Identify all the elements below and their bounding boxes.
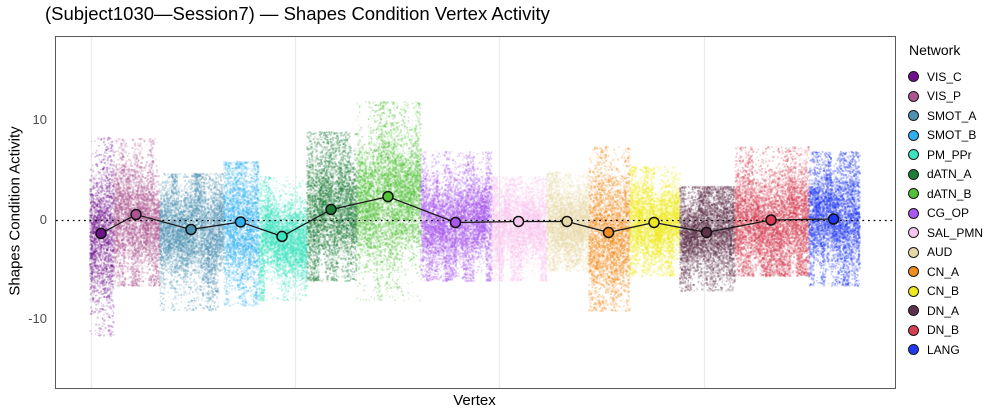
y-tick-label: 10 xyxy=(32,112,47,127)
legend-item-cn_a: CN_A xyxy=(908,262,983,282)
legend-item-lang: LANG xyxy=(908,340,983,360)
legend-item-sal_pmn: SAL_PMN xyxy=(908,223,983,243)
legend-label: SAL_PMN xyxy=(927,225,984,240)
legend-item-pm_ppr: PM_PPr xyxy=(908,145,983,165)
legend-label: LANG xyxy=(927,342,960,357)
legend-label: DN_A xyxy=(927,303,960,318)
plot-panel xyxy=(55,36,896,389)
legend-label: CN_B xyxy=(927,284,960,299)
legend-color-dot xyxy=(908,149,919,161)
legend-color-dot xyxy=(908,110,919,122)
chart-title: (Subject1030—Session7) — Shapes Conditio… xyxy=(45,3,550,24)
legend-item-cn_b: CN_B xyxy=(908,282,983,302)
legend-color-dot xyxy=(908,227,919,239)
legend-item-dn_b: DN_B xyxy=(908,321,983,341)
legend-color-dot xyxy=(908,305,919,317)
legend-item-smot_a: SMOT_A xyxy=(908,106,983,126)
legend-label: SMOT_A xyxy=(927,108,977,123)
legend-color-dot xyxy=(908,71,919,83)
legend-color-dot xyxy=(908,188,919,200)
legend-item-datn_a: dATN_A xyxy=(908,165,983,185)
legend-label: PM_PPr xyxy=(927,147,972,162)
legend-item-cg_op: CG_OP xyxy=(908,204,983,224)
legend-label: dATN_A xyxy=(927,167,972,182)
legend-color-dot xyxy=(908,246,919,258)
legend-label: SMOT_B xyxy=(927,128,977,143)
legend-color-dot xyxy=(908,285,919,297)
y-tick-label: -10 xyxy=(28,311,47,326)
y-tick-label: 0 xyxy=(39,211,47,227)
x-axis-label: Vertex xyxy=(453,392,496,409)
legend-color-dot xyxy=(908,90,919,102)
legend-item-dn_a: DN_A xyxy=(908,301,983,321)
legend-item-smot_b: SMOT_B xyxy=(908,126,983,146)
legend-label: dATN_B xyxy=(927,186,972,201)
legend: Network VIS_C VIS_P SMOT_A SMOT_B PM_PPr dATN… xyxy=(908,42,983,360)
legend-color-dot xyxy=(908,207,919,219)
legend-label: CG_OP xyxy=(927,206,970,221)
legend-label: CN_A xyxy=(927,264,960,279)
legend-label: AUD xyxy=(927,245,953,260)
legend-color-dot xyxy=(908,129,919,141)
legend-color-dot xyxy=(908,266,919,278)
legend-label: VIS_C xyxy=(927,69,962,84)
legend-color-dot xyxy=(908,344,919,356)
legend-item-vis_p: VIS_P xyxy=(908,87,983,107)
legend-item-datn_b: dATN_B xyxy=(908,184,983,204)
y-axis-tick-labels: 10 0 -10 xyxy=(0,0,47,417)
scatter-canvas xyxy=(56,37,895,388)
legend-items: VIS_C VIS_P SMOT_A SMOT_B PM_PPr dATN_A dATN_B… xyxy=(908,67,983,360)
legend-item-aud: AUD xyxy=(908,243,983,263)
legend-color-dot xyxy=(908,168,919,180)
legend-label: VIS_P xyxy=(927,89,962,104)
legend-title: Network xyxy=(909,42,961,58)
legend-label: DN_B xyxy=(927,323,960,338)
legend-item-vis_c: VIS_C xyxy=(908,67,983,87)
legend-color-dot xyxy=(908,324,919,336)
